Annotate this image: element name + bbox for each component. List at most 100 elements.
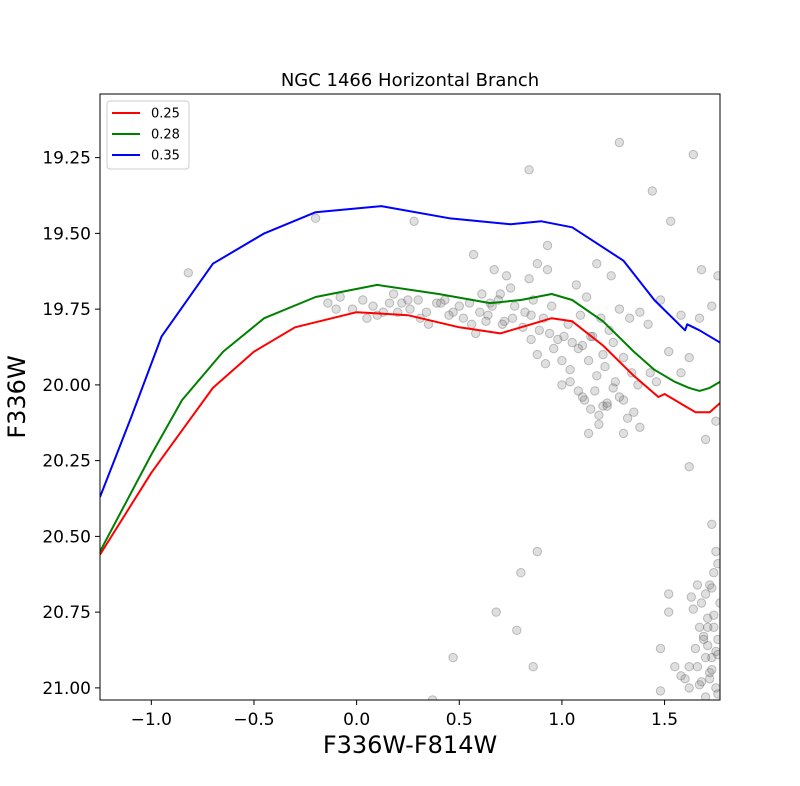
lines-layer — [100, 205, 720, 556]
scatter-point — [477, 289, 487, 299]
scatter-point — [594, 410, 604, 420]
scatter-point — [458, 313, 469, 323]
scatter-point — [466, 319, 477, 329]
scatter-point — [676, 310, 686, 320]
scatter-point — [684, 462, 694, 472]
scatter-point — [692, 662, 703, 672]
scatter-point — [606, 271, 616, 281]
scatter-point — [694, 313, 705, 323]
scatter-point — [664, 346, 674, 357]
scatter-point — [651, 377, 662, 387]
scatter-point — [475, 307, 485, 317]
scatter-point — [579, 395, 590, 405]
scatter-point — [583, 428, 594, 439]
scatter-point — [549, 343, 559, 354]
scatter-point — [608, 383, 618, 393]
scatter-point — [524, 165, 534, 175]
scatter-point — [684, 352, 694, 363]
scatter-point — [505, 283, 516, 293]
legend-box — [106, 100, 190, 170]
scatter-point — [709, 568, 719, 578]
scatter-point — [542, 265, 553, 275]
scatter-point — [384, 298, 395, 308]
scatter-point — [586, 404, 596, 414]
scatter-point — [499, 316, 510, 326]
scatter-point — [409, 216, 419, 227]
scatter-point — [635, 307, 645, 317]
scatter-point — [614, 304, 625, 314]
scatter-point — [573, 386, 583, 396]
scatter-point — [592, 371, 602, 381]
scatter-point — [526, 334, 536, 345]
y-tick-label: 20.25 — [42, 452, 91, 472]
scatter-point — [711, 683, 720, 693]
scatter-point — [565, 365, 575, 375]
scatter-point — [575, 310, 586, 320]
scatter-point — [707, 583, 717, 593]
scatter-point — [183, 268, 194, 278]
y-tick-label: 20.00 — [42, 376, 91, 396]
y-tick-label: 19.75 — [42, 300, 91, 320]
scatter-point — [647, 186, 657, 196]
scatter-point — [664, 589, 674, 599]
scatter-point — [448, 307, 458, 317]
scatter-point — [676, 671, 686, 681]
scatter-point — [676, 368, 686, 378]
scatter-point — [705, 580, 715, 590]
scatter-point — [557, 380, 567, 390]
scatter-point — [526, 310, 536, 320]
scatter-point — [495, 289, 505, 299]
x-tick-label: −1.0 — [131, 710, 172, 730]
scatter-point — [358, 295, 368, 305]
scatter-point — [388, 289, 399, 299]
scatter-point — [323, 298, 333, 308]
scatter-point — [670, 662, 680, 672]
scatter-point — [397, 298, 407, 308]
scatter-point — [694, 680, 705, 690]
scatter-point — [600, 362, 610, 372]
scatter-point — [707, 652, 717, 663]
scatter-point — [594, 419, 604, 429]
x-tick-label: −0.5 — [233, 710, 274, 730]
scatter-point — [516, 568, 526, 578]
scatter-point — [432, 298, 442, 308]
scatter-point — [696, 677, 707, 687]
scatter-point — [559, 331, 569, 342]
scatter-point — [577, 340, 588, 351]
y-tick-label: 20.75 — [42, 603, 91, 623]
scatter-point — [421, 307, 432, 317]
y-tick-label: 20.50 — [42, 527, 91, 547]
scatter-point — [614, 392, 625, 402]
y-tick-label: 19.25 — [42, 149, 91, 169]
scatter-point — [700, 434, 711, 445]
scatter-point — [512, 625, 522, 635]
scatter-point — [510, 301, 520, 311]
scatter-point — [655, 643, 666, 654]
scatter-point — [598, 401, 608, 411]
scatter-point — [524, 274, 534, 284]
plot-frame — [99, 93, 721, 701]
scatter-point — [684, 662, 694, 672]
scatter-point — [625, 313, 635, 323]
scatter-point — [705, 674, 715, 684]
scatter-point — [713, 634, 720, 645]
scatter-point — [532, 259, 542, 269]
y-axis: 19.25 19.50 19.75 20.00 20.25 20.50 20.75 21.00 — [42, 149, 100, 699]
scatter-point — [698, 631, 709, 642]
scatter-point — [707, 301, 717, 311]
scatter-point — [622, 413, 633, 423]
scatter-point — [709, 610, 719, 620]
series-line-0.28 — [100, 283, 720, 552]
scatter-point — [413, 295, 423, 305]
scatter-point — [707, 519, 717, 529]
scatter-point — [454, 301, 464, 311]
scatter-point — [331, 304, 341, 314]
scatter-point — [692, 580, 703, 590]
scatter-point — [497, 319, 508, 329]
scatter-point — [684, 683, 694, 693]
scatter-point — [713, 689, 720, 699]
scatter-point — [567, 337, 577, 348]
scatter-point — [707, 665, 717, 675]
scatter-point — [520, 307, 530, 317]
